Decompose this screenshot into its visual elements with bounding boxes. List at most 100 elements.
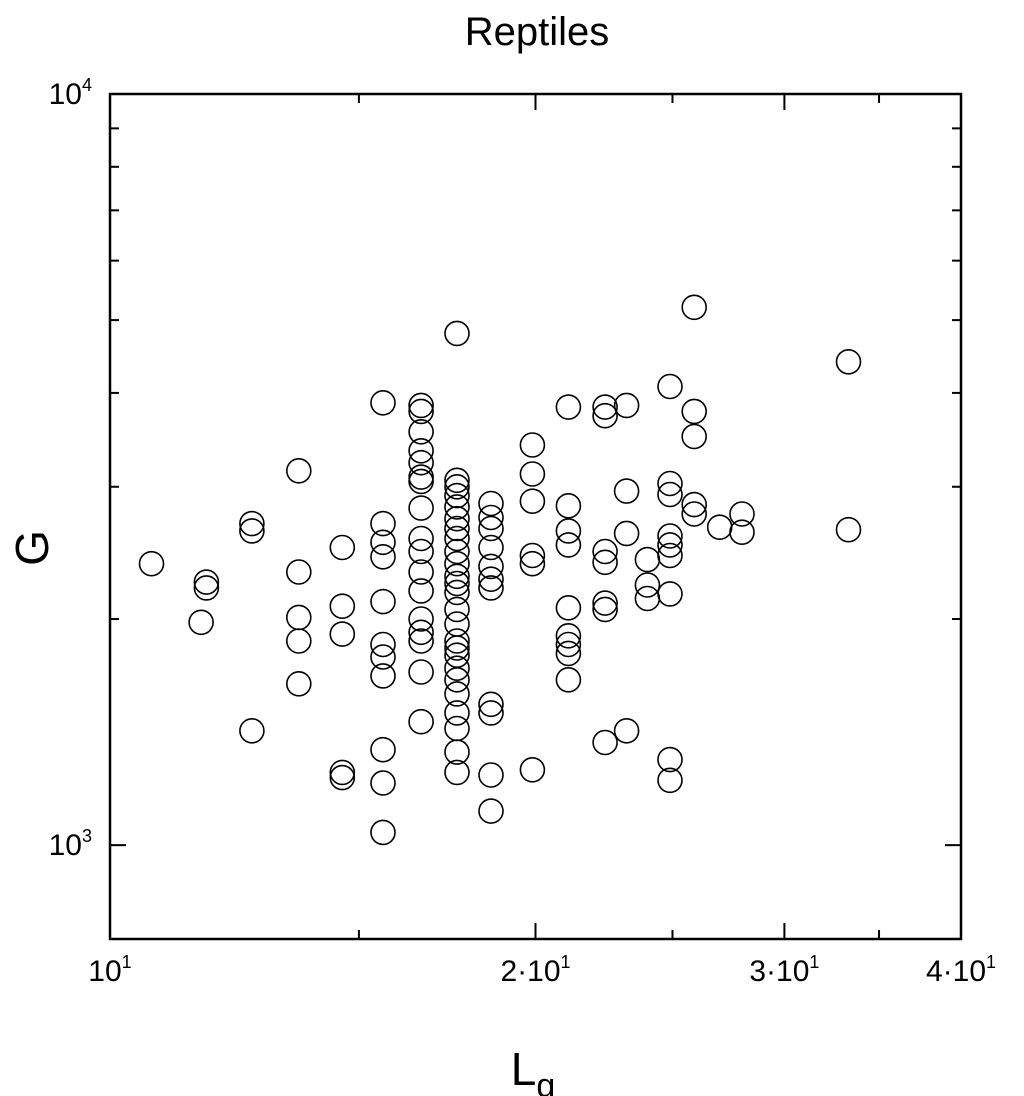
data-point-92 — [555, 622, 582, 649]
data-point-116 — [657, 581, 683, 607]
data-point-95 — [555, 666, 582, 693]
chart-title: Reptiles — [465, 10, 610, 54]
data-point-122 — [681, 491, 708, 518]
data-point-12 — [329, 534, 356, 561]
data-point-77 — [478, 691, 504, 718]
data-point-86 — [519, 756, 546, 783]
data-point-123 — [681, 501, 708, 527]
data-point-24 — [370, 770, 396, 796]
data-point-47 — [444, 473, 470, 500]
data-point-25 — [370, 819, 396, 846]
axis-ticks — [110, 94, 961, 939]
data-point-98 — [592, 538, 618, 565]
data-point-11 — [285, 670, 312, 697]
data-point-66 — [444, 700, 470, 726]
plot-frame — [108, 92, 963, 941]
data-point-28 — [408, 392, 434, 419]
data-point-21 — [370, 644, 396, 670]
data-point-111 — [657, 470, 683, 497]
data-point-89 — [555, 518, 582, 544]
data-point-75 — [478, 566, 504, 593]
data-point-73 — [478, 534, 504, 561]
data-point-102 — [592, 729, 618, 756]
data-point-64 — [444, 666, 470, 693]
x-tick-label-2: 3·101 — [749, 952, 819, 988]
data-point-61 — [444, 635, 470, 661]
data-point-55 — [444, 563, 470, 590]
data-point-79 — [478, 762, 504, 788]
data-point-76 — [478, 575, 504, 601]
data-point-32 — [408, 449, 434, 476]
data-point-23 — [370, 736, 396, 763]
data-point-83 — [519, 488, 546, 515]
data-point-78 — [478, 700, 504, 726]
data-point-27 — [329, 764, 356, 791]
data-point-113 — [657, 523, 683, 549]
data-point-46 — [444, 467, 470, 494]
data-point-125 — [729, 501, 755, 527]
data-point-99 — [592, 549, 618, 576]
data-point-26 — [329, 759, 356, 786]
data-point-70 — [478, 490, 504, 517]
data-point-4 — [239, 510, 265, 537]
data-point-109 — [634, 585, 661, 612]
data-point-91 — [555, 594, 582, 621]
data-point-37 — [408, 538, 434, 565]
data-point-50 — [444, 505, 470, 532]
data-point-115 — [657, 542, 683, 569]
data-point-105 — [613, 520, 640, 547]
data-point-51 — [444, 515, 470, 542]
data-point-121 — [681, 423, 708, 450]
data-point-117 — [657, 746, 683, 773]
data-point-45 — [444, 320, 470, 347]
data-point-124 — [706, 514, 733, 541]
data-point-3 — [188, 609, 214, 636]
data-point-114 — [657, 532, 683, 558]
data-point-43 — [408, 659, 434, 685]
data-point-85 — [519, 550, 546, 577]
data-point-88 — [555, 492, 582, 519]
data-point-17 — [370, 529, 396, 556]
data-point-74 — [478, 553, 504, 580]
data-point-110 — [657, 373, 683, 400]
data-point-54 — [444, 550, 470, 577]
data-point-120 — [681, 398, 708, 425]
data-point-2 — [193, 575, 220, 601]
data-point-29 — [408, 398, 434, 425]
data-point-126 — [729, 519, 755, 546]
data-point-90 — [555, 532, 582, 558]
data-point-80 — [478, 798, 504, 824]
data-point-36 — [408, 525, 434, 552]
data-point-63 — [444, 655, 470, 682]
data-point-84 — [519, 542, 546, 569]
data-point-9 — [285, 604, 312, 631]
data-point-34 — [408, 468, 434, 495]
data-point-7 — [285, 457, 312, 484]
x-axis-label: Lg — [511, 1043, 556, 1096]
y-axis-label: G — [6, 530, 58, 566]
data-point-72 — [478, 515, 504, 542]
y-tick-label-1: 104 — [49, 75, 92, 111]
data-point-119 — [681, 294, 708, 321]
data-point-5 — [239, 518, 265, 544]
data-point-60 — [444, 628, 470, 654]
data-point-0 — [138, 550, 165, 577]
data-point-106 — [613, 717, 640, 744]
data-point-22 — [370, 663, 396, 689]
data-point-14 — [329, 621, 356, 647]
data-point-103 — [613, 392, 640, 419]
data-point-100 — [592, 590, 618, 616]
data-point-52 — [444, 525, 470, 552]
data-point-30 — [408, 418, 434, 445]
data-point-127 — [835, 348, 862, 375]
data-point-69 — [444, 759, 470, 786]
data-point-93 — [555, 631, 582, 658]
data-points — [138, 294, 862, 846]
data-point-57 — [444, 579, 470, 606]
data-point-48 — [444, 482, 470, 509]
data-point-97 — [592, 402, 618, 429]
x-tick-label-0: 101 — [88, 952, 131, 988]
data-point-35 — [408, 495, 434, 521]
data-point-38 — [408, 559, 434, 585]
data-point-19 — [370, 588, 396, 615]
